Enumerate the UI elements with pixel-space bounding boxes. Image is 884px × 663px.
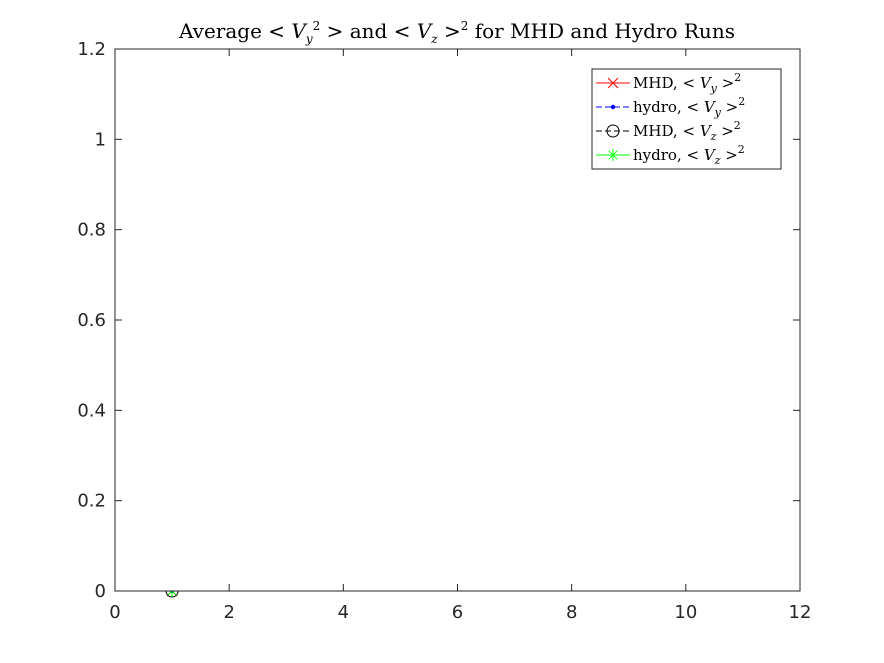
- x-tick-label: 8: [566, 602, 577, 623]
- y-tick-label: 0.4: [77, 400, 106, 421]
- legend-entry-hydro-v-y-2-marker-shape: [610, 104, 616, 110]
- x-tick-label: 2: [223, 602, 234, 623]
- legend-label: hydro, < Vz >2: [633, 143, 745, 167]
- x-tick-label: 4: [338, 602, 349, 623]
- x-tick-label: 12: [789, 602, 812, 623]
- legend-label: MHD, < Vz >2: [633, 119, 741, 143]
- chart-title: Average < Vy2 > and < Vz >2 for MHD and …: [178, 19, 735, 46]
- legend-entry-hydro-v-z-2-marker: [607, 149, 619, 161]
- legend-entry-hydro-v-y-2-marker: [610, 104, 616, 110]
- y-tick-label: 0.8: [77, 220, 106, 241]
- legend-entry-mhd-v-y-2-marker-stroke-2: [607, 77, 619, 89]
- x-tick-label: 0: [109, 602, 120, 623]
- y-tick-label: 0.6: [77, 310, 106, 331]
- legend-entry-mhd-v-z-2: MHD, < Vz >2: [596, 119, 741, 143]
- legend-entry-hydro-v-z-2-marker-stroke-4: [608, 150, 618, 160]
- legend-box: [591, 68, 782, 170]
- y-tick-label: 0: [95, 581, 106, 602]
- legend-entry-mhd-v-z-2-marker-shape: [606, 124, 620, 138]
- legend-label: hydro, < Vy >2: [633, 95, 745, 119]
- y-tick-label: 1: [95, 129, 106, 150]
- legend-label: MHD, < Vy >2: [633, 71, 741, 95]
- y-tick-label: 0.2: [77, 491, 106, 512]
- legend-entry-hydro-v-z-2: hydro, < Vz >2: [596, 143, 745, 167]
- legend-entry-mhd-v-y-2-marker: [607, 77, 619, 89]
- x-tick-label: 6: [452, 602, 463, 623]
- legend-entry-mhd-v-y-2: MHD, < Vy >2: [596, 71, 741, 95]
- legend-entry-mhd-v-z-2-marker: [606, 124, 620, 138]
- y-tick-label: 1.2: [77, 39, 106, 60]
- legend-entry-hydro-v-y-2: hydro, < Vy >2: [596, 95, 745, 119]
- x-tick-label: 10: [674, 602, 697, 623]
